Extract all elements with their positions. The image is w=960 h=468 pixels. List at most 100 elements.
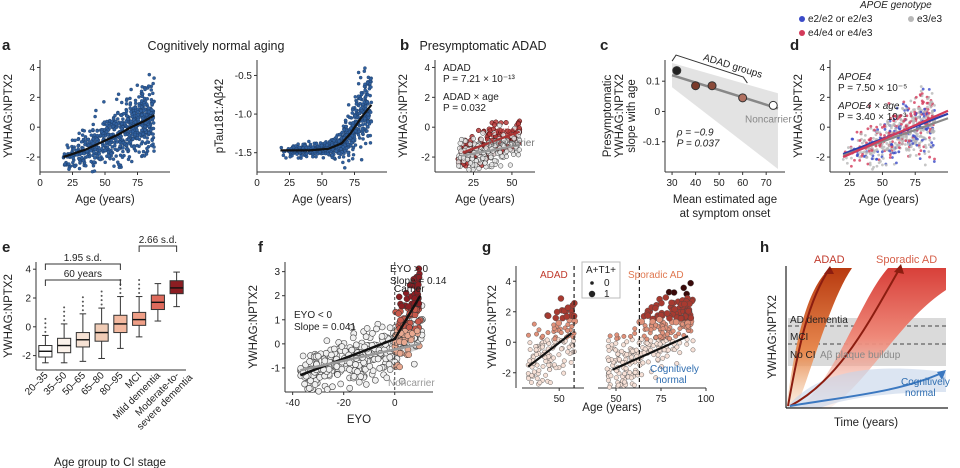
data-point <box>128 106 132 110</box>
data-point <box>357 129 361 134</box>
data-point <box>284 156 288 160</box>
data-point <box>664 331 670 337</box>
data-point <box>914 95 918 99</box>
data-point <box>640 360 646 366</box>
data-point <box>919 149 923 153</box>
trend-line <box>63 114 155 159</box>
data-point <box>897 150 901 154</box>
data-point <box>931 109 934 113</box>
data-point-noncarrier <box>488 154 494 160</box>
data-point <box>63 162 67 166</box>
data-point <box>116 92 121 96</box>
data-point <box>914 131 918 135</box>
legend-label: e4/e4 or e4/e3 <box>808 28 873 39</box>
data-point <box>922 112 925 116</box>
data-point <box>565 349 571 355</box>
y-axis-label: YWHAG:NPTX2 <box>248 285 260 369</box>
data-point-carrier <box>396 363 403 371</box>
data-point <box>127 133 132 138</box>
data-point <box>137 150 141 154</box>
data-point <box>563 313 571 320</box>
y-tick-label: 4 <box>819 63 825 74</box>
data-point-noncarrier <box>376 364 383 372</box>
data-point <box>360 122 365 127</box>
data-point <box>343 118 348 123</box>
data-point <box>883 127 887 131</box>
data-point-noncarrier <box>314 352 322 360</box>
data-point <box>622 371 627 377</box>
data-point <box>557 295 565 302</box>
data-point <box>82 151 86 156</box>
data-point <box>358 75 363 80</box>
data-point <box>103 143 107 147</box>
data-point <box>674 344 680 350</box>
data-point <box>606 338 611 344</box>
data-point-noncarrier <box>299 352 307 360</box>
data-point-noncarrier <box>476 166 482 172</box>
legend-dot <box>799 16 805 22</box>
data-point <box>349 126 353 130</box>
x-axis-label: EYO <box>347 414 371 426</box>
data-point <box>677 315 685 322</box>
h-label-sporadic: Sporadic AD <box>876 254 937 266</box>
legend-label: e2/e2 or e2/e3 <box>808 14 873 25</box>
data-point-noncarrier <box>349 334 357 342</box>
outlier <box>119 287 122 290</box>
data-point <box>613 340 619 346</box>
data-point <box>677 326 683 331</box>
y-tick-label: -1.5 <box>235 148 253 159</box>
data-point <box>363 88 367 92</box>
data-point <box>140 116 145 121</box>
cn-label: normal <box>656 375 687 386</box>
data-point <box>639 336 645 342</box>
y-tick-label: 0 <box>274 339 280 350</box>
outlier <box>44 330 47 333</box>
data-point <box>353 113 358 118</box>
data-point <box>885 142 889 145</box>
data-point <box>629 354 634 360</box>
legend-carrier: Carrier <box>488 126 519 137</box>
data-point <box>361 137 365 141</box>
outlier <box>138 283 141 286</box>
data-point <box>926 105 929 109</box>
x-tick-label: 25 <box>284 178 296 189</box>
data-point <box>129 109 133 114</box>
data-point <box>120 126 124 131</box>
panel-letter-d: d <box>790 37 799 54</box>
data-point <box>137 104 141 108</box>
panel-a-age-ptau-scatter: -1.5 -1.0 -0.5 0 25 50 75 Age (years) pTau181:Aβ… <box>214 60 387 206</box>
data-point-carrier <box>476 127 482 133</box>
legend-label: e3/e3 <box>917 14 942 25</box>
data-point <box>558 346 564 352</box>
data-point <box>343 166 347 170</box>
data-point-noncarrier <box>374 355 382 363</box>
data-point <box>872 165 875 169</box>
data-point-noncarrier <box>362 381 370 388</box>
panel-b-presymptomatic-adad-scatter: -2 0 2 4 25 50 Age (years) YWHAG:NPTX2 CarrierNo… <box>398 60 535 206</box>
data-point <box>927 150 931 154</box>
data-point-carrier <box>406 324 413 331</box>
data-point <box>115 117 120 121</box>
data-point <box>338 132 342 137</box>
data-point <box>881 156 885 160</box>
data-point <box>76 144 80 148</box>
data-point-noncarrier <box>385 360 393 368</box>
data-point <box>875 164 879 168</box>
x-axis-label: Age (years) <box>455 194 515 206</box>
data-point-noncarrier <box>480 130 486 136</box>
data-point <box>140 85 145 89</box>
data-point-noncarrier <box>456 163 462 169</box>
data-point <box>141 149 146 154</box>
data-point <box>366 133 370 138</box>
x-tick-label: 75 <box>910 178 922 189</box>
data-point <box>547 380 553 385</box>
data-point <box>662 294 670 301</box>
data-point <box>918 135 922 139</box>
data-point <box>103 160 107 165</box>
data-point-noncarrier <box>330 345 338 353</box>
data-point <box>881 163 884 167</box>
group-label: ADAD <box>540 270 568 281</box>
data-point <box>904 104 908 108</box>
data-point <box>924 137 928 141</box>
data-point-noncarrier <box>378 333 386 340</box>
